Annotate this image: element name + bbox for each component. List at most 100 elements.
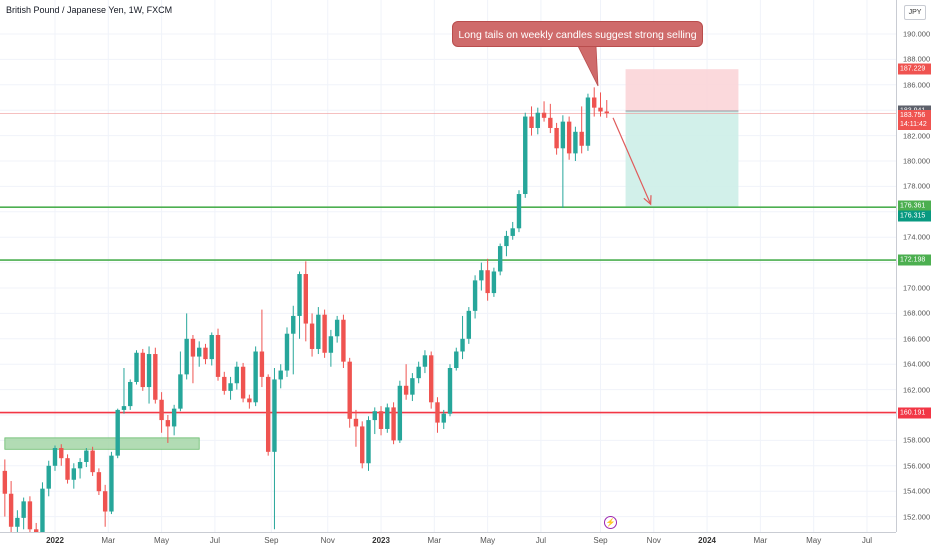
candle-body — [52, 448, 58, 466]
time-axis[interactable]: 2022 Mar May Jul Sep Nov 2023 Mar May Jul Sep Nov 20… — [0, 532, 896, 551]
lightning-icon[interactable]: ⚡ — [604, 516, 617, 529]
candle-body — [102, 491, 108, 512]
candle-body — [585, 97, 591, 146]
candle-body — [215, 334, 221, 377]
price-tick-label: 168.000 — [903, 308, 931, 318]
candle-body — [353, 418, 359, 427]
time-tick-label: Nov — [320, 536, 335, 545]
candle-body — [178, 374, 183, 409]
candle-body — [159, 399, 164, 421]
candle-body — [598, 107, 603, 112]
candle-body — [46, 465, 51, 489]
price-axis[interactable]: 190.000188.000186.000184.000182.000180.0… — [896, 0, 932, 532]
candle-body — [109, 455, 114, 512]
candle-body — [416, 366, 421, 379]
chart-title: British Pound / Japanese Yen, 1W, FXCM — [6, 5, 173, 15]
candle-body — [222, 376, 227, 391]
candle-body — [21, 501, 26, 518]
time-tick-label: 2023 — [372, 536, 390, 545]
candle-body — [153, 354, 158, 400]
candle-body — [347, 361, 352, 419]
candle-body — [447, 368, 453, 414]
candle-body — [378, 411, 384, 429]
candle-body — [84, 450, 89, 462]
candle-body — [247, 398, 252, 403]
candle-body — [209, 334, 214, 360]
candle-body — [134, 352, 139, 382]
candle-body — [234, 366, 240, 384]
time-tick-label: 2024 — [698, 536, 716, 545]
price-tick-label: 190.000 — [903, 29, 931, 39]
candle-body — [303, 274, 308, 324]
candle-body — [316, 314, 321, 349]
price-tick-label: 152.000 — [903, 512, 931, 522]
time-tick-label: May — [806, 536, 822, 545]
candle-body — [341, 319, 346, 362]
time-tick-label: Mar — [753, 536, 768, 545]
candle-body — [523, 116, 528, 195]
stop-loss-zone — [625, 69, 739, 111]
candle-body — [272, 379, 277, 452]
chart-canvas[interactable] — [0, 0, 896, 532]
candle-body — [190, 338, 196, 357]
time-tick-label: Nov — [646, 536, 661, 545]
candle-body — [203, 347, 208, 360]
time-tick-label: Jul — [535, 536, 547, 545]
candle-body — [27, 501, 33, 530]
take-profit-zone — [625, 110, 739, 208]
forecast-arrow-head — [643, 195, 652, 206]
price-tick-label: 174.000 — [903, 232, 931, 242]
candle-body — [372, 411, 377, 421]
time-tick-label: Jul — [209, 536, 220, 545]
candle-body — [403, 385, 409, 395]
forecast-arrow — [612, 117, 652, 205]
candle-body — [228, 383, 233, 391]
candle-body — [121, 406, 127, 410]
candle-body — [366, 420, 371, 464]
price-tick-label: 178.000 — [903, 181, 931, 191]
currency-button[interactable]: JPY — [904, 5, 926, 20]
candle-body — [435, 402, 440, 423]
candle-body — [385, 407, 390, 429]
candle-body — [360, 426, 365, 464]
candle-body — [529, 116, 534, 128]
price-tick-label: 188.000 — [903, 54, 931, 64]
candle-body — [309, 323, 315, 349]
price-tick-label: 186.000 — [903, 80, 931, 90]
candle-body — [322, 314, 327, 353]
demand-zone — [4, 437, 200, 450]
candle-body — [510, 228, 515, 236]
candle-body — [2, 470, 8, 494]
candle-body — [497, 246, 503, 272]
candle-body — [265, 376, 271, 452]
candle-body — [566, 121, 572, 154]
candle-body — [535, 112, 540, 128]
candle-body — [328, 336, 334, 353]
candle-body — [548, 117, 553, 128]
candle-body — [115, 409, 120, 456]
time-tick-label: May — [154, 536, 170, 545]
candle-body — [504, 235, 509, 247]
candle-body — [278, 370, 283, 380]
candle-body — [8, 493, 14, 527]
candle-body — [240, 366, 246, 399]
price-tick-label: 166.000 — [903, 334, 931, 344]
candle-body — [59, 448, 64, 459]
candle-body — [96, 472, 102, 492]
candle-body — [422, 355, 428, 367]
time-tick-label: May — [480, 536, 496, 545]
candle-body — [441, 413, 446, 423]
callout-annotation[interactable]: Long tails on weekly candles suggest str… — [452, 21, 703, 47]
time-tick-label: Mar — [101, 536, 116, 545]
price-tick-label: 182.000 — [903, 131, 931, 141]
price-tick-label: 164.000 — [903, 359, 931, 369]
candle-body — [197, 347, 202, 357]
candle-body — [541, 112, 547, 118]
candle-body — [479, 270, 484, 281]
price-label: 176.315 — [898, 210, 931, 222]
price-tick-label: 162.000 — [903, 385, 931, 395]
chart-plot-area[interactable] — [0, 0, 896, 532]
price-tick-label: 156.000 — [903, 461, 931, 471]
candle-body — [291, 315, 296, 334]
candle-body — [454, 351, 459, 369]
